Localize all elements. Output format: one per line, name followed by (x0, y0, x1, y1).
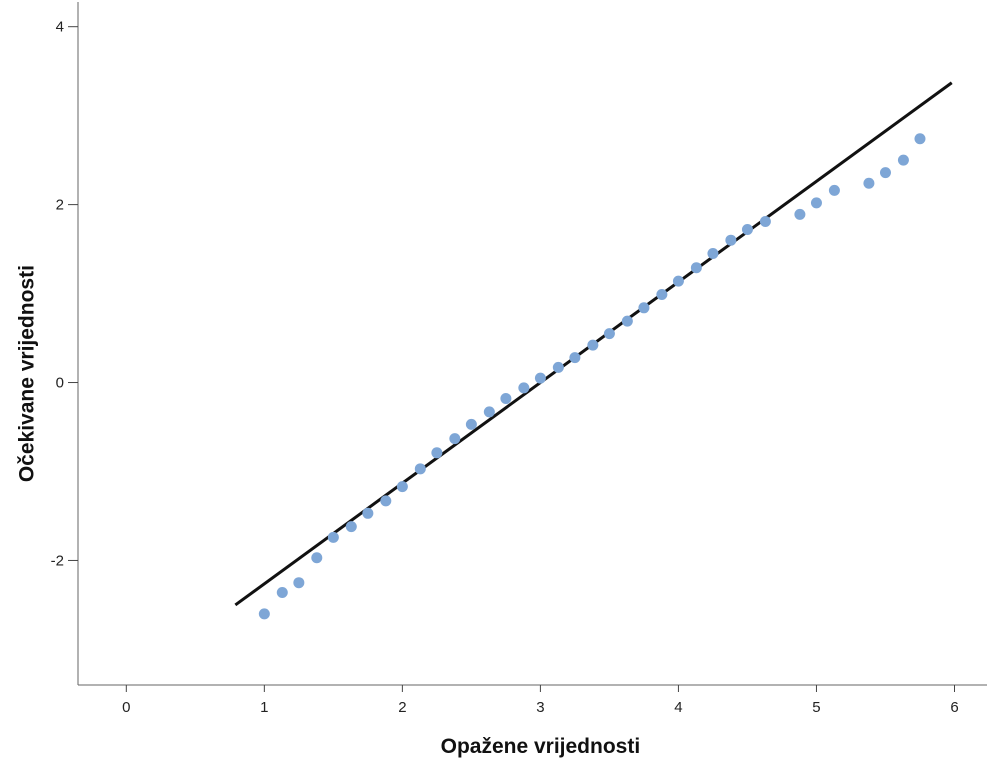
data-point (276, 586, 288, 598)
data-point (656, 288, 668, 300)
y-tick-label: 0 (56, 375, 64, 392)
data-point (293, 577, 305, 589)
data-point (879, 167, 891, 179)
data-point (327, 531, 339, 543)
data-point (707, 248, 719, 260)
axes (77, 2, 987, 686)
data-point (552, 361, 564, 373)
data-point (638, 302, 650, 314)
y-tick-label: 2 (56, 197, 64, 214)
data-point (828, 184, 840, 196)
data-point (672, 275, 684, 287)
y-tick-label: -2 (51, 552, 64, 569)
data-point (311, 552, 323, 564)
data-point (741, 224, 753, 236)
x-tick-label: 1 (260, 699, 268, 716)
x-tick-label: 6 (950, 699, 958, 716)
data-point (725, 234, 737, 246)
data-point (483, 406, 495, 418)
data-point (518, 382, 530, 394)
data-point (587, 339, 599, 351)
x-tick-label: 5 (812, 699, 820, 716)
data-point (690, 262, 702, 274)
data-point (431, 447, 443, 459)
x-tick-label: 0 (122, 699, 130, 716)
data-point (414, 463, 426, 475)
data-point (759, 216, 771, 228)
data-point (603, 328, 615, 340)
data-point (794, 208, 806, 220)
x-tick-label: 2 (398, 699, 406, 716)
tick-marks: 0 1 2 3 4 5 6 -2 0 2 4 (51, 19, 959, 716)
data-point (621, 315, 633, 327)
data-point (534, 372, 546, 384)
x-tick-label: 4 (674, 699, 682, 716)
y-tick-label: 4 (56, 19, 64, 36)
y-axis-title: Očekivane vrijednosti (16, 265, 39, 482)
data-point (345, 521, 357, 533)
x-axis-title: Opažene vrijednosti (441, 735, 641, 758)
data-point (465, 418, 477, 430)
data-point (897, 154, 909, 166)
data-point (914, 133, 926, 145)
data-point (362, 507, 374, 519)
data-point (810, 197, 822, 209)
data-point (863, 177, 875, 189)
data-points (258, 133, 926, 620)
data-point (380, 495, 392, 507)
x-tick-label: 3 (536, 699, 544, 716)
data-point (449, 433, 461, 445)
data-point (500, 393, 512, 405)
data-point (258, 608, 270, 620)
data-point (569, 352, 581, 364)
data-point (396, 481, 408, 493)
